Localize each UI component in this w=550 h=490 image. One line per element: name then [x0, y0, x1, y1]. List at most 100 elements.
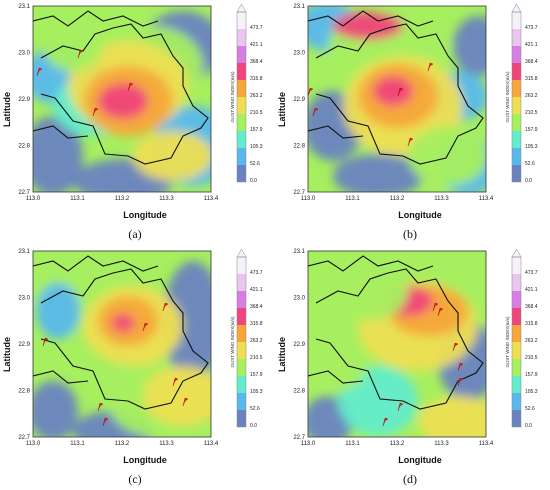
- lat-tick-label: 22.7: [18, 190, 30, 196]
- lon-tick-label: 113.3: [159, 196, 174, 202]
- station-wind-marker: [307, 87, 314, 97]
- lat-tick-label: 23.1: [293, 249, 305, 255]
- district-boundary: [308, 370, 364, 384]
- station-wind-marker: [77, 49, 84, 59]
- gust-contour: [338, 366, 418, 436]
- colorbar-segment: [237, 29, 246, 46]
- colorbar-segment: [512, 410, 521, 427]
- y-axis-label: Latitude: [277, 92, 287, 128]
- station-wind-marker: [427, 62, 434, 72]
- lon-tick-label: 113.0: [301, 441, 316, 447]
- station-wind-marker: [182, 397, 189, 407]
- colorbar-segment: [512, 114, 521, 131]
- lat-tick-label: 22.9: [293, 342, 305, 348]
- colorbar-segment: [237, 291, 246, 308]
- district-boundary: [308, 125, 364, 139]
- x-axis-label: Longitude: [123, 455, 167, 465]
- map-panel-c: 23.1 23.0 22.9 22.8 22.7 113.0 113.1 113.2 113.3…: [0, 245, 275, 490]
- colorbar-label: 0.0: [250, 178, 257, 184]
- colorbar-label: 421.1: [250, 42, 263, 48]
- colorbar-label: 421.1: [525, 42, 538, 48]
- colorbar-segment: [512, 63, 521, 80]
- colorbar-label: 210.5: [525, 355, 538, 361]
- lat-tick-label: 22.7: [18, 435, 30, 441]
- colorbar-segment: [512, 131, 521, 148]
- colorbar-segment: [237, 114, 246, 131]
- lon-tick-label: 113.0: [26, 196, 41, 202]
- colorbar-label: 52.6: [525, 406, 535, 412]
- colorbar-frame: [236, 11, 247, 183]
- colorbar-label: 210.5: [250, 355, 263, 361]
- colorbar-label: 473.7: [525, 25, 538, 31]
- colorbar-segment: [237, 359, 246, 376]
- lon-tick-label: 113.2: [390, 441, 405, 447]
- colorbar-label: 473.7: [250, 270, 263, 276]
- colorbar-segment: [237, 325, 246, 342]
- colorbar-segment: [512, 97, 521, 114]
- lat-tick-label: 23.0: [18, 51, 30, 57]
- colorbar-segment: [512, 80, 521, 97]
- colorbar-label: 473.7: [525, 270, 538, 276]
- lat-tick-label: 22.8: [18, 389, 30, 395]
- plot-frame: [32, 250, 212, 438]
- colorbar-label: 368.4: [250, 59, 263, 65]
- colorbar-segment: [237, 131, 246, 148]
- x-axis-label: Longitude: [123, 210, 167, 220]
- station-wind-marker: [97, 402, 104, 412]
- lat-tick-label: 22.9: [18, 97, 30, 103]
- colorbar-label: 263.2: [525, 338, 538, 344]
- gust-contour: [133, 131, 211, 181]
- station-wind-marker: [172, 377, 179, 387]
- plot-frame: [307, 250, 487, 438]
- station-wind-marker: [457, 362, 464, 372]
- colorbar-extend-triangle: [236, 248, 247, 258]
- colorbar-label: 157.9: [250, 127, 263, 133]
- x-axis-label: Longitude: [398, 210, 442, 220]
- colorbar-segment: [512, 257, 521, 274]
- county-boundary: [40, 268, 209, 410]
- map-panel-d: 23.1 23.0 22.9 22.8 22.7 113.0 113.1 113.2 113.3…: [275, 245, 550, 490]
- colorbar-label: 315.8: [525, 76, 538, 82]
- colorbar-label: 157.9: [525, 127, 538, 133]
- colorbar-label: 105.3: [250, 144, 263, 150]
- lat-tick-label: 22.7: [293, 435, 305, 441]
- colorbar-segment: [237, 12, 246, 29]
- colorbar-frame: [511, 256, 522, 428]
- lat-tick-label: 23.0: [293, 51, 305, 57]
- colorbar-segment: [237, 274, 246, 291]
- colorbar-segment: [237, 342, 246, 359]
- y-axis-label: Latitude: [277, 337, 287, 373]
- station-wind-marker: [312, 107, 319, 117]
- colorbar-segment: [237, 393, 246, 410]
- x-axis-label: Longitude: [398, 455, 442, 465]
- gust-contour: [33, 116, 83, 192]
- colorbar-frame: [236, 256, 247, 428]
- colorbar-segment: [512, 308, 521, 325]
- colorbar-label: 52.6: [525, 161, 535, 167]
- station-wind-marker: [382, 417, 389, 427]
- station-wind-marker: [407, 137, 414, 147]
- district-boundary: [308, 255, 434, 272]
- colorbar-label: 52.6: [250, 161, 260, 167]
- station-wind-marker: [102, 417, 109, 427]
- district-boundary: [33, 255, 159, 272]
- district-boundary: [308, 10, 434, 27]
- colorbar-label: 0.0: [525, 423, 532, 429]
- lon-tick-label: 113.4: [204, 441, 219, 447]
- lon-tick-label: 113.3: [434, 441, 449, 447]
- colorbar-segment: [237, 308, 246, 325]
- gust-contour: [308, 331, 368, 391]
- lon-tick-label: 113.1: [70, 196, 85, 202]
- colorbar-segment: [512, 29, 521, 46]
- lat-tick-label: 22.8: [293, 389, 305, 395]
- gust-contour: [373, 76, 413, 106]
- lat-tick-label: 22.9: [18, 342, 30, 348]
- colorbar-label: 263.2: [250, 338, 263, 344]
- district-boundary: [33, 370, 89, 384]
- gust-contour: [333, 154, 423, 192]
- colorbar-segment: [512, 376, 521, 393]
- panel-caption: (d): [403, 472, 417, 486]
- county-boundary: [315, 23, 484, 165]
